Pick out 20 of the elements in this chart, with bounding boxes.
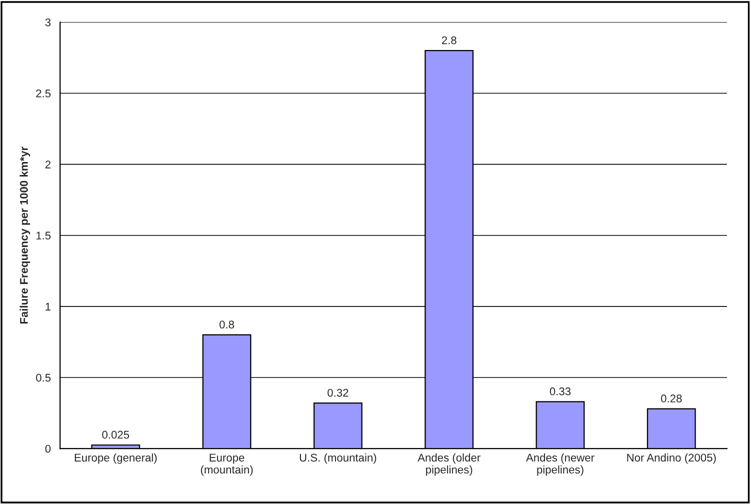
y-tick-label: 0.5 — [36, 374, 51, 382]
data-label: 0.28 — [661, 394, 682, 402]
x-tick-label: Europe (mountain) — [200, 454, 253, 476]
y-tick-label: 2 — [45, 160, 50, 168]
data-label: 0.32 — [328, 388, 348, 397]
data-label: 0.025 — [102, 430, 130, 439]
y-tick-label: 3 — [45, 18, 51, 26]
data-label: 0.8 — [220, 320, 234, 328]
x-tick-label: Andes (newer pipelines) — [526, 453, 594, 476]
y-tick-label: 2.5 — [36, 90, 51, 98]
data-label: 0.33 — [550, 387, 571, 396]
x-tick-label: U.S. (mountain) — [300, 453, 376, 464]
y-tick-label: 1 — [46, 302, 51, 310]
x-tick-label: Europe (general) — [74, 453, 157, 464]
y-tick-label: 1.5 — [36, 232, 51, 240]
y-axis-title: Failure Frequency per 1000 km*yr — [20, 146, 30, 324]
x-tick-label: Andes (older pipelines) — [418, 453, 480, 476]
data-label: 2.8 — [442, 36, 456, 44]
x-tick-label: Nor Andino (2005) — [627, 453, 716, 464]
y-tick-label: 0 — [45, 444, 51, 453]
